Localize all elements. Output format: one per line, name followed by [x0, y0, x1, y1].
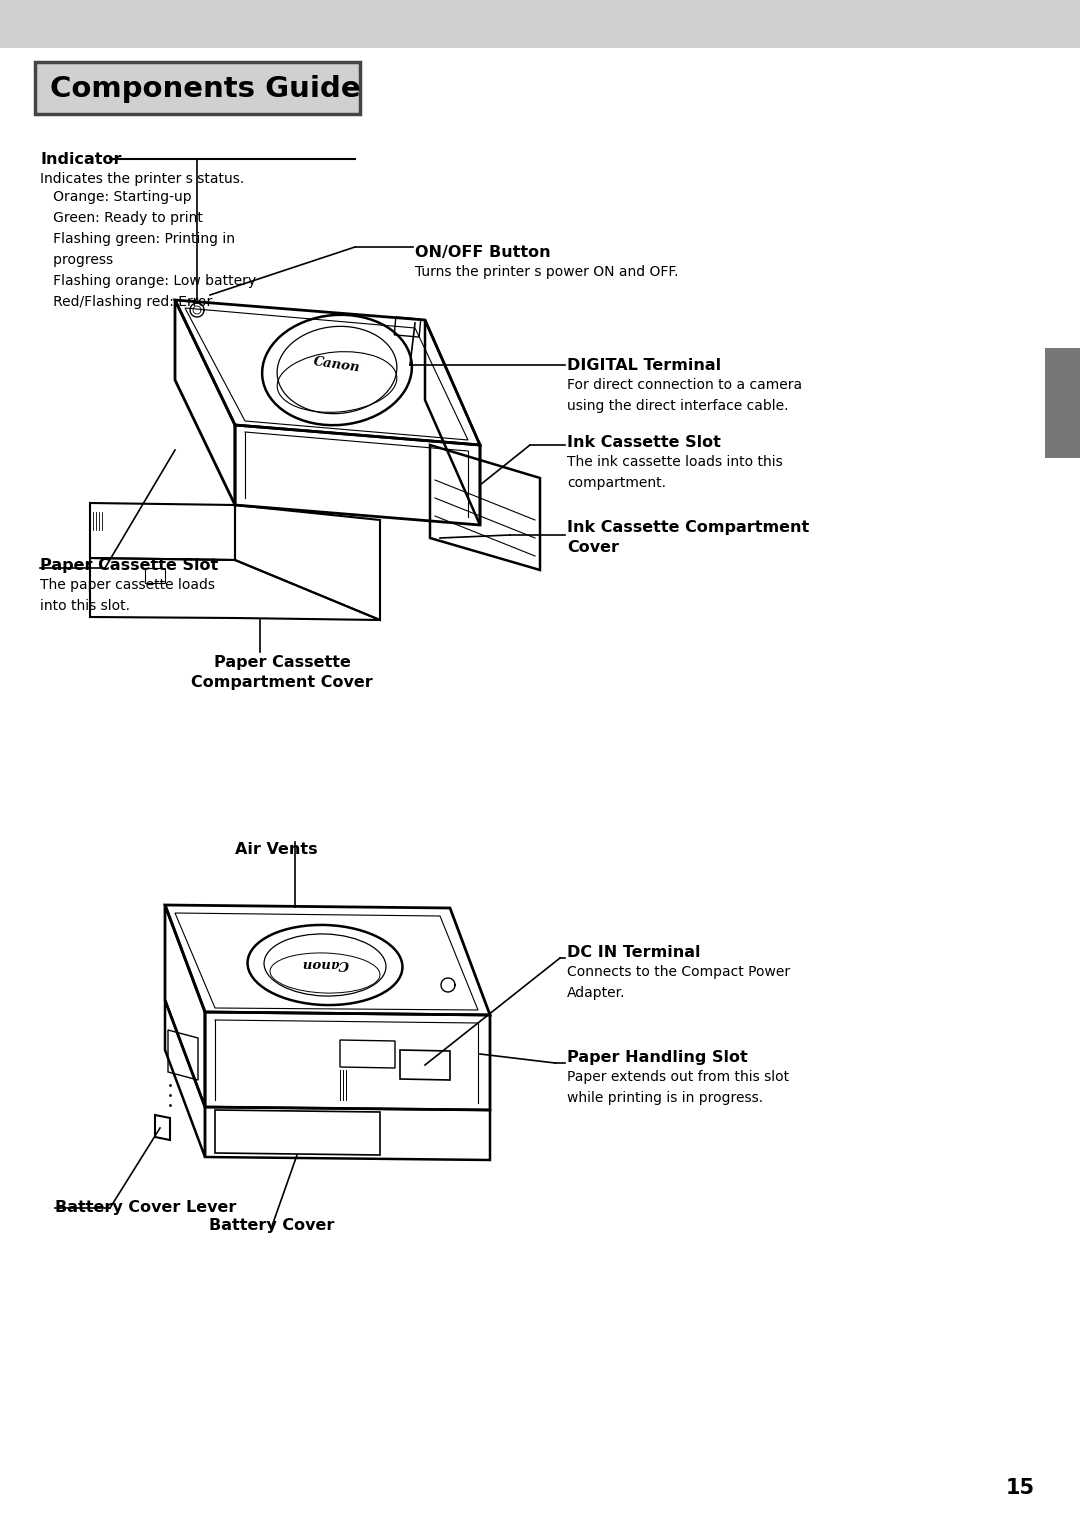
- Text: Flashing green: Printing in: Flashing green: Printing in: [40, 232, 235, 246]
- Text: Compartment Cover: Compartment Cover: [191, 674, 373, 690]
- Bar: [394, 317, 421, 336]
- Text: Canon: Canon: [301, 957, 349, 969]
- Text: Connects to the Compact Power: Connects to the Compact Power: [567, 965, 791, 979]
- Text: Ink Cassette Slot: Ink Cassette Slot: [567, 434, 720, 450]
- Text: Canon: Canon: [313, 355, 362, 375]
- Text: 15: 15: [1005, 1479, 1035, 1498]
- Text: Orange: Starting-up: Orange: Starting-up: [40, 190, 191, 203]
- Text: Components Guide: Components Guide: [50, 75, 361, 102]
- Text: Green: Ready to print: Green: Ready to print: [40, 211, 203, 225]
- Text: For direct connection to a camera: For direct connection to a camera: [567, 378, 802, 391]
- Text: compartment.: compartment.: [567, 476, 666, 489]
- Bar: [0, 0, 1080, 47]
- Text: into this slot.: into this slot.: [40, 599, 130, 613]
- Bar: [1045, 349, 1080, 459]
- Text: Turns the printer s power ON and OFF.: Turns the printer s power ON and OFF.: [415, 265, 678, 278]
- Text: Flashing orange: Low battery: Flashing orange: Low battery: [40, 274, 256, 287]
- Text: DC IN Terminal: DC IN Terminal: [567, 945, 701, 960]
- Text: Red/Flashing red: Error: Red/Flashing red: Error: [40, 295, 213, 309]
- Text: Paper extends out from this slot: Paper extends out from this slot: [567, 1070, 789, 1084]
- Bar: [145, 567, 165, 583]
- Text: Adapter.: Adapter.: [567, 986, 625, 1000]
- Text: Battery Cover Lever: Battery Cover Lever: [55, 1200, 237, 1216]
- Text: The paper cassette loads: The paper cassette loads: [40, 578, 215, 592]
- Text: progress: progress: [40, 252, 113, 268]
- Text: Battery Cover: Battery Cover: [210, 1219, 335, 1232]
- Text: using the direct interface cable.: using the direct interface cable.: [567, 399, 788, 413]
- Text: Cover: Cover: [567, 540, 619, 555]
- Text: The ink cassette loads into this: The ink cassette loads into this: [567, 456, 783, 469]
- Text: Paper Cassette Slot: Paper Cassette Slot: [40, 558, 218, 573]
- Text: Air Vents: Air Vents: [235, 842, 318, 856]
- Text: while printing is in progress.: while printing is in progress.: [567, 1092, 764, 1105]
- Text: DIGITAL Terminal: DIGITAL Terminal: [567, 358, 721, 373]
- Text: Ink Cassette Compartment: Ink Cassette Compartment: [567, 520, 809, 535]
- Text: Paper Handling Slot: Paper Handling Slot: [567, 1050, 747, 1066]
- FancyBboxPatch shape: [35, 63, 360, 115]
- Text: Paper Cassette: Paper Cassette: [214, 654, 350, 670]
- Text: Indicator: Indicator: [40, 151, 121, 167]
- Text: ON/OFF Button: ON/OFF Button: [415, 245, 551, 260]
- Text: Indicates the printer s status.: Indicates the printer s status.: [40, 171, 244, 187]
